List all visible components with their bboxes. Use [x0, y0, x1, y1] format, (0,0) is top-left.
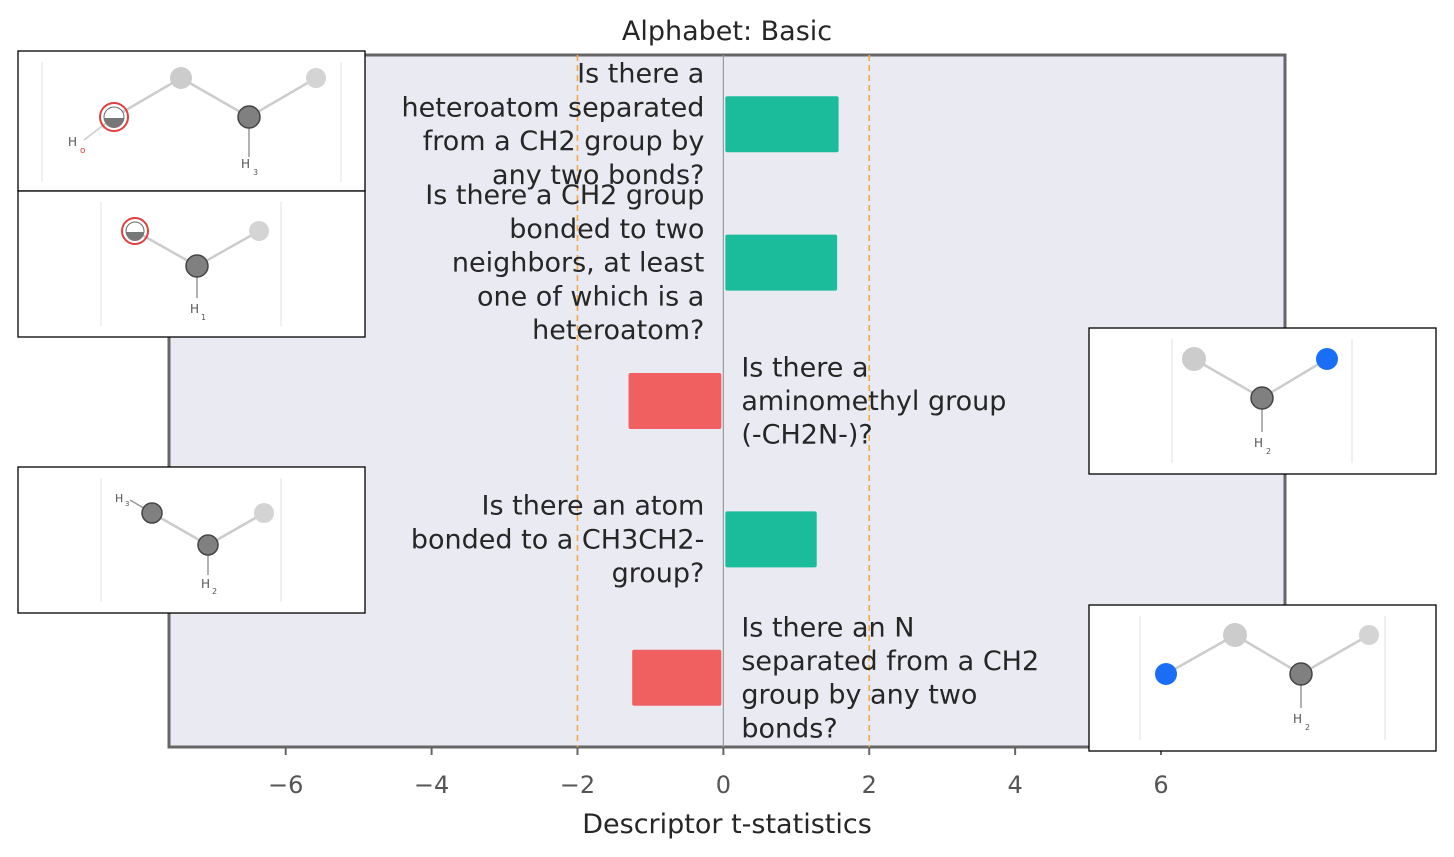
x-tick-label: 6 [1153, 771, 1168, 799]
svg-text:o: o [80, 146, 86, 156]
hydroxymethyl-molecule-icon: H 1 [17, 190, 366, 338]
bar-label: Is there a heteroatom separated from a CH2… [402, 59, 705, 191]
bar-labels: Is there a heteroatom separated from a CH2… [402, 59, 1040, 745]
bar-label: Is there a CH2 group bonded to two neighbo… [425, 180, 704, 346]
bar [628, 373, 722, 429]
svg-text:2: 2 [212, 587, 217, 596]
bar [725, 96, 839, 153]
x-tick-label: −6 [268, 771, 303, 799]
svg-text:3: 3 [125, 500, 129, 508]
svg-text:1: 1 [201, 313, 206, 322]
svg-text:2: 2 [1305, 723, 1310, 732]
svg-text:H: H [115, 492, 123, 505]
bar-label: Is there a aminomethyl group (-CH2N-)? [741, 352, 1006, 450]
svg-text:H: H [190, 302, 199, 316]
bars [628, 96, 839, 706]
ethyl-molecule-icon: H 3 H 2 [17, 466, 366, 614]
x-tick-label: 2 [862, 771, 877, 799]
svg-text:H: H [1293, 712, 1302, 726]
x-tick-label: 4 [1007, 771, 1022, 799]
svg-text:H: H [201, 577, 210, 591]
svg-text:H: H [241, 157, 250, 171]
n-propyl-molecule-icon: H 2 [1088, 604, 1437, 752]
svg-text:H: H [68, 135, 77, 149]
svg-text:H: H [1254, 436, 1263, 450]
x-axis-title: Descriptor t-statistics [582, 809, 872, 840]
svg-text:3: 3 [253, 168, 258, 177]
x-tick-label: −2 [560, 771, 595, 799]
chart-title: Alphabet: Basic [622, 16, 832, 47]
x-axis: −6 −4 −2 0 2 4 6 [268, 747, 1169, 799]
bar [632, 649, 722, 706]
x-tick-label: −4 [414, 771, 449, 799]
hydroxyl-ethyl-molecule-icon: H o H 3 [17, 50, 366, 192]
bar [725, 234, 838, 291]
aminomethyl-molecule-icon: H 2 [1088, 327, 1437, 475]
bar-label: Is there an atom bonded to a CH3CH2-group… [411, 491, 704, 589]
bar [725, 511, 817, 568]
svg-text:2: 2 [1266, 447, 1271, 456]
x-tick-label: 0 [716, 771, 731, 799]
